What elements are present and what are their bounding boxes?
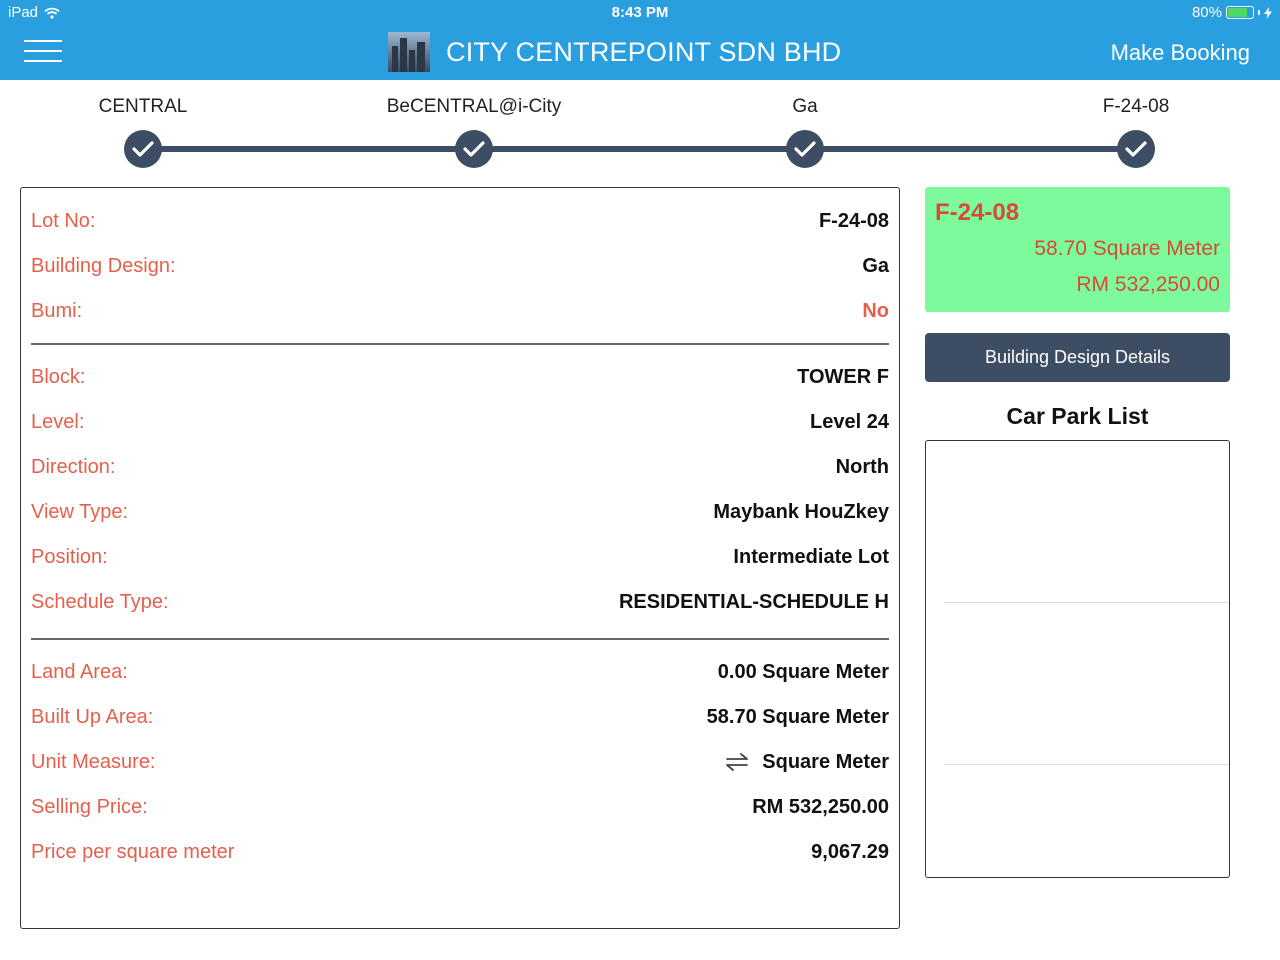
make-booking-button[interactable]: Make Booking	[1110, 40, 1250, 65]
wifi-icon	[44, 7, 60, 19]
section-divider	[31, 638, 889, 640]
list-separator	[944, 764, 1229, 765]
step-check-icon[interactable]	[786, 130, 824, 168]
car-park-list-title: Car Park List	[1006, 403, 1149, 429]
detail-label: Schedule Type:	[31, 590, 169, 613]
detail-value: Level 24	[810, 410, 889, 433]
detail-value: No	[862, 299, 889, 322]
section-divider	[31, 343, 889, 345]
app-title: CITY CENTREPOINT SDN BHD	[446, 36, 842, 67]
detail-value: F-24-08	[818, 209, 889, 232]
detail-row-direction: Direction: North	[31, 450, 889, 484]
step-label-project[interactable]: BeCENTRAL@i-City	[386, 96, 562, 117]
detail-label: Lot No:	[31, 209, 96, 232]
detail-label: View Type:	[31, 500, 129, 523]
battery-percent: 80%	[1191, 4, 1222, 21]
stepper-line	[143, 146, 1136, 152]
list-separator	[944, 602, 1229, 603]
detail-label: Direction:	[31, 455, 116, 478]
detail-row-level: Level: Level 24	[31, 405, 889, 439]
battery-icon	[1226, 6, 1254, 19]
step-check-icon[interactable]	[1117, 130, 1155, 168]
battery-level	[1228, 8, 1247, 17]
detail-row-block: Block: TOWER F	[31, 360, 889, 394]
brand: CITY CENTREPOINT SDN BHD	[388, 32, 841, 72]
summary-price: RM 532,250.00	[1076, 273, 1220, 296]
carrier-label: iPad	[8, 4, 39, 21]
unit-details-panel: Lot No: F-24-08 Building Design: Ga Bumi…	[20, 187, 900, 929]
detail-label: Block:	[31, 365, 86, 388]
detail-value: 9,067.29	[811, 840, 889, 863]
status-time: 8:43 PM	[611, 4, 669, 21]
status-bar: iPad 8:43 PM 80%	[0, 0, 1280, 26]
detail-row-view-type: View Type: Maybank HouZkey	[31, 495, 889, 529]
detail-row-bumi: Bumi: No	[31, 294, 889, 328]
detail-value: Maybank HouZkey	[713, 500, 889, 523]
car-park-list[interactable]	[925, 440, 1230, 878]
step-label-design[interactable]: Ga	[792, 96, 818, 117]
detail-row-price-per-sqm: Price per square meter 9,067.29	[31, 835, 889, 869]
charging-bolt-icon	[1264, 6, 1272, 19]
detail-value: TOWER F	[797, 365, 889, 388]
step-label-lot[interactable]: F-24-08	[1102, 96, 1170, 117]
detail-label: Position:	[31, 545, 108, 568]
detail-row-lot-no: Lot No: F-24-08	[31, 204, 889, 238]
carrier: iPad	[8, 4, 60, 21]
detail-row-building-design: Building Design: Ga	[31, 249, 889, 283]
detail-label: Selling Price:	[31, 795, 148, 818]
company-logo	[388, 32, 430, 72]
detail-value: 58.70 Square Meter	[706, 705, 889, 728]
swap-arrows-icon[interactable]	[724, 753, 750, 771]
top-bar: iPad 8:43 PM 80% CIT	[0, 0, 1280, 80]
summary-area: 58.70 Square Meter	[1034, 237, 1220, 260]
detail-label: Building Design:	[31, 254, 176, 277]
battery: 80%	[1192, 4, 1272, 21]
detail-label: Price per square meter	[31, 840, 235, 863]
detail-value: North	[835, 455, 889, 478]
summary-lot: F-24-08	[935, 199, 1020, 226]
detail-row-unit-measure: Unit Measure: Square Meter	[31, 745, 889, 779]
step-check-icon[interactable]	[455, 130, 493, 168]
detail-value: 0.00 Square Meter	[717, 660, 889, 683]
detail-value: Intermediate Lot	[733, 545, 889, 568]
detail-value: Square Meter	[762, 750, 889, 773]
step-label-central[interactable]: CENTRAL	[98, 96, 188, 117]
detail-row-selling-price: Selling Price: RM 532,250.00	[31, 790, 889, 824]
detail-label: Bumi:	[31, 299, 83, 322]
detail-row-schedule-type: Schedule Type: RESIDENTIAL-SCHEDULE H	[31, 585, 889, 619]
detail-label: Land Area:	[31, 660, 128, 683]
detail-value: Ga	[862, 254, 889, 277]
step-check-icon[interactable]	[124, 130, 162, 168]
detail-row-land-area: Land Area: 0.00 Square Meter	[31, 655, 889, 689]
detail-label: Unit Measure:	[31, 750, 156, 773]
detail-value: RM 532,250.00	[752, 795, 889, 818]
battery-cap	[1258, 10, 1260, 15]
building-design-details-button[interactable]: Building Design Details	[925, 333, 1230, 382]
detail-value-wrap: Square Meter	[724, 751, 889, 774]
detail-value: RESIDENTIAL-SCHEDULE H	[618, 590, 889, 613]
detail-label: Level:	[31, 410, 85, 433]
unit-summary-card: F-24-08 58.70 Square Meter RM 532,250.00	[925, 187, 1230, 312]
detail-label: Built Up Area:	[31, 705, 154, 728]
detail-row-position: Position: Intermediate Lot	[31, 540, 889, 574]
detail-row-built-up-area: Built Up Area: 58.70 Square Meter	[31, 700, 889, 734]
hamburger-menu-icon[interactable]	[24, 38, 62, 64]
